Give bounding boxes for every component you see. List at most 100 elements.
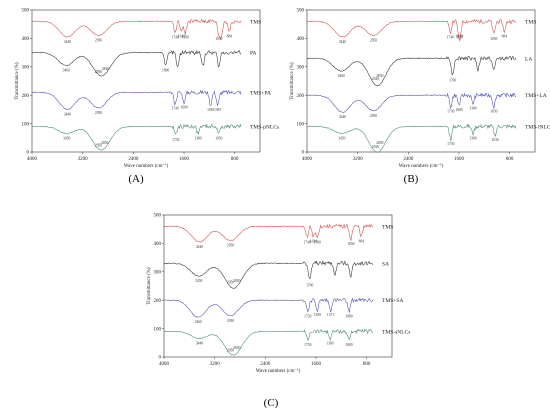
- x-tick-label: 800: [506, 157, 514, 162]
- x-tick-label: 2400: [260, 362, 271, 367]
- peak-label: 1080: [345, 343, 352, 347]
- series-label: TMS+LA: [525, 93, 547, 99]
- peak-label: 1600: [455, 34, 462, 38]
- peak-label: 2920: [372, 145, 379, 149]
- series-line: [163, 328, 374, 356]
- x-tick-label: 4000: [302, 157, 313, 162]
- series-label: PA: [250, 51, 257, 57]
- x-tick-label: 1600: [454, 157, 465, 162]
- y-tick-label: 500: [297, 9, 305, 14]
- peak-label: 1180: [207, 108, 214, 112]
- peak-label: 2850: [233, 346, 240, 350]
- series-label: SA: [382, 261, 389, 267]
- series-line: [31, 49, 242, 77]
- y-tick-label: 400: [154, 242, 162, 247]
- series-line: [31, 123, 242, 151]
- series-line: [163, 223, 374, 243]
- x-tick-label: 3200: [78, 157, 89, 162]
- y-tick-label: 300: [154, 271, 162, 276]
- chart-panel: 0 100 200 300 400 500 4000 3200 2400 1600 800 Wave …: [15, 9, 279, 185]
- x-axis-title: Wave numbers (cm⁻¹): [399, 163, 444, 169]
- x-tick-label: 4000: [159, 362, 170, 367]
- peak-label: 3450: [195, 279, 202, 283]
- peak-label: 1050: [215, 137, 222, 141]
- peak-label: 3450: [338, 137, 345, 141]
- plot-frame: [31, 9, 261, 153]
- x-tick-label: 1600: [311, 362, 322, 367]
- peak-label: 1600: [180, 105, 187, 109]
- y-tick-label: 200: [154, 299, 162, 304]
- y-axis-title: Transmittance (%): [15, 62, 20, 100]
- peak-label: 1730: [304, 343, 311, 347]
- peak-label: 1380: [469, 107, 476, 111]
- x-axis-title: Wave numbers (cm⁻¹): [256, 368, 301, 374]
- series-line: [306, 92, 517, 113]
- peak-label: 2950: [227, 244, 234, 248]
- peak-label: 1640: [178, 34, 185, 38]
- peak-label: 1050: [215, 37, 222, 41]
- x-tick-label: 3200: [210, 362, 221, 367]
- series-label: TMS+PA: [250, 90, 271, 96]
- y-tick-label: 0: [302, 151, 305, 156]
- plot-frame: [163, 214, 393, 358]
- peak-label: 1740: [172, 36, 179, 40]
- peak-label: 3440: [196, 342, 203, 346]
- series-label: TMS: [382, 224, 393, 230]
- panel-label: (B): [404, 173, 419, 185]
- peak-label: 1067: [214, 108, 221, 112]
- peak-label: 1371: [327, 313, 334, 317]
- series-label: TMS-sNLCs: [382, 329, 410, 335]
- peak-label: 2950: [227, 349, 234, 353]
- series-label: TMS: [525, 19, 536, 25]
- peak-label: 2920: [372, 77, 379, 81]
- chart-panel: 0 100 200 300 400 500 4000 3200 2400 1600 800 Wave …: [290, 9, 550, 185]
- peak-label: 2950: [95, 39, 102, 43]
- peak-label: 3460: [338, 74, 345, 78]
- peak-label: 1640: [310, 239, 317, 243]
- x-axis-title: Wave numbers (cm⁻¹): [124, 163, 169, 169]
- peak-label: 1050: [490, 37, 497, 41]
- y-tick-label: 300: [22, 66, 30, 71]
- peak-label: 1700: [306, 283, 313, 287]
- series-label: TMS: [250, 19, 261, 25]
- peak-label: 1380: [326, 342, 333, 346]
- x-tick-label: 2400: [403, 157, 414, 162]
- series-label: TMS+SA: [382, 298, 403, 304]
- x-tick-label: 1600: [179, 157, 190, 162]
- peak-label: 2950: [95, 70, 102, 74]
- y-tick-label: 200: [297, 94, 305, 99]
- peak-label: 1050: [490, 110, 497, 114]
- series-line: [306, 18, 517, 42]
- peak-label: 2850: [376, 74, 383, 78]
- panel-label: (C): [264, 397, 279, 409]
- y-tick-label: 400: [22, 37, 30, 42]
- peak-label: 1380: [194, 137, 201, 141]
- peak-label: 3440: [339, 115, 346, 119]
- peak-label: 1580: [314, 241, 321, 245]
- x-tick-label: 2400: [128, 157, 139, 162]
- peak-label: 2850: [101, 141, 108, 145]
- peak-label: 1730: [172, 138, 179, 142]
- series-line: [163, 297, 374, 318]
- peak-label: 2950: [370, 114, 377, 118]
- peak-label: 1740: [304, 241, 311, 245]
- peak-label: 1580: [182, 36, 189, 40]
- y-tick-label: 100: [22, 122, 30, 127]
- y-tick-label: 400: [297, 37, 305, 42]
- y-axis-title: Transmittance (%): [147, 267, 152, 305]
- peak-label: 1730: [447, 110, 454, 114]
- y-tick-label: 100: [297, 122, 305, 127]
- y-tick-label: 300: [297, 66, 305, 71]
- series-label: LA: [525, 56, 532, 62]
- peak-label: 1080: [345, 315, 352, 319]
- series-line: [306, 55, 517, 87]
- peak-label: 2850: [376, 141, 383, 145]
- peak-label: 2950: [227, 319, 234, 323]
- series-label: TMS-pNLCs: [250, 124, 279, 130]
- series-line: [31, 18, 242, 40]
- peak-label: 2950: [227, 280, 234, 284]
- peak-label: 884: [359, 239, 365, 243]
- x-tick-label: 4000: [27, 157, 38, 162]
- peak-label: 1380: [469, 137, 476, 141]
- plot-frame: [306, 9, 536, 153]
